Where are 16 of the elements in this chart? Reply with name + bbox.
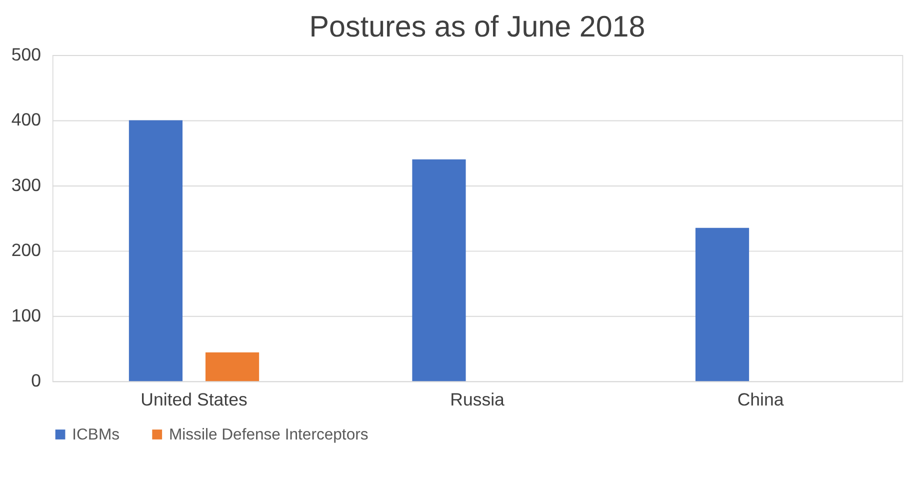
y-tick-label: 300 bbox=[11, 174, 42, 195]
y-tick-label: 0 bbox=[31, 370, 42, 391]
y-tick-label: 200 bbox=[11, 240, 42, 260]
y-tick-label: 100 bbox=[11, 305, 42, 326]
x-tick-label: Russia bbox=[450, 389, 505, 410]
bar bbox=[695, 228, 750, 382]
legend-label: Missile Defense Interceptors bbox=[168, 426, 368, 444]
y-tick-label: 500 bbox=[11, 44, 42, 64]
legend-label: ICBMs bbox=[72, 426, 120, 444]
bar bbox=[205, 352, 260, 382]
bar bbox=[412, 159, 466, 382]
x-tick-label: China bbox=[737, 389, 784, 410]
x-tick-label: United States bbox=[140, 389, 248, 410]
y-tick-label: 400 bbox=[11, 110, 42, 130]
chart-title: Postures as of June 2018 bbox=[309, 10, 646, 44]
bar bbox=[128, 120, 183, 382]
